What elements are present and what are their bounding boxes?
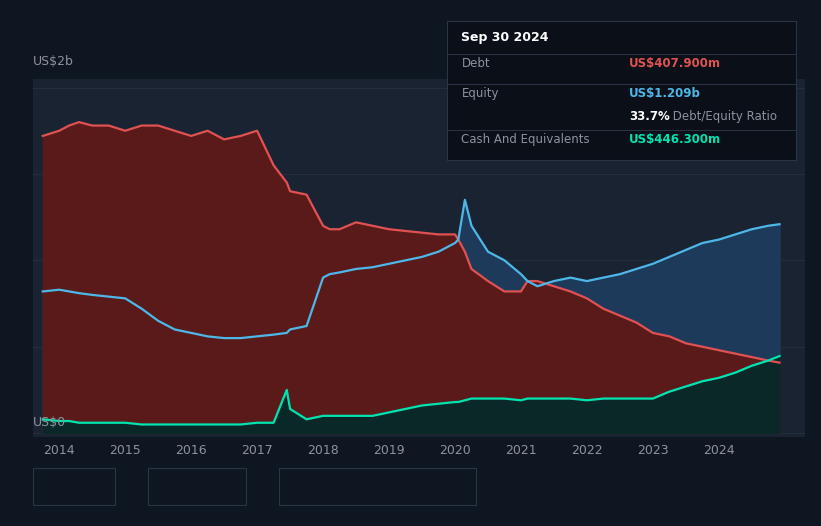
Text: Equity: Equity	[461, 87, 499, 99]
Text: Cash And Equivalents: Cash And Equivalents	[461, 133, 590, 146]
Text: 33.7%: 33.7%	[629, 110, 670, 123]
Text: ●: ●	[158, 481, 167, 492]
Text: US$446.300m: US$446.300m	[629, 133, 721, 146]
Text: ●: ●	[289, 481, 299, 492]
Text: US$2b: US$2b	[33, 55, 74, 68]
Text: Cash And Equivalents: Cash And Equivalents	[304, 480, 440, 493]
Text: ●: ●	[43, 481, 53, 492]
Text: Debt: Debt	[57, 480, 88, 493]
Text: US$407.900m: US$407.900m	[629, 57, 721, 70]
Text: US$1.209b: US$1.209b	[629, 87, 701, 99]
Text: US$0: US$0	[33, 416, 66, 429]
Text: Sep 30 2024: Sep 30 2024	[461, 31, 549, 44]
Text: Debt/Equity Ratio: Debt/Equity Ratio	[669, 110, 777, 123]
Text: Equity: Equity	[172, 480, 212, 493]
Text: Debt: Debt	[461, 57, 490, 70]
